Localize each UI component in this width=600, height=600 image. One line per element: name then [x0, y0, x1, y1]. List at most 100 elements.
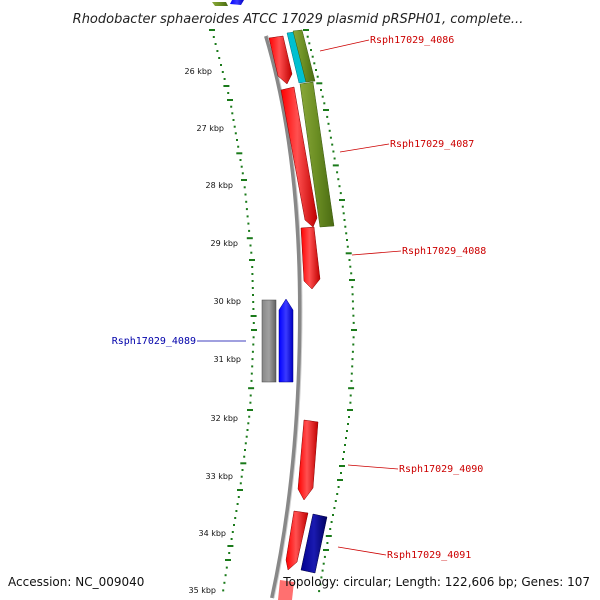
- outer-dot: [319, 583, 322, 586]
- outer-dot: [346, 245, 349, 248]
- outer-dot: [348, 387, 355, 390]
- olive-feature-top: [212, 2, 228, 6]
- navy-feature: [300, 513, 328, 574]
- inner-dot: [223, 85, 230, 87]
- outer-dot: [349, 265, 352, 268]
- outer-dot: [321, 569, 324, 572]
- outer-dot: [311, 55, 314, 58]
- outer-dot: [344, 225, 347, 228]
- inner-dot: [244, 449, 246, 451]
- tick-label: 34 kbp: [198, 529, 226, 538]
- inner-dot: [241, 179, 247, 181]
- outer-dot: [345, 232, 348, 235]
- red-gene-5: [285, 510, 309, 571]
- gene-label-4091[interactable]: Rsph17029_4091: [387, 550, 471, 561]
- inner-dot: [216, 50, 219, 52]
- inner-dot: [248, 415, 251, 418]
- inner-dot: [220, 64, 222, 66]
- outer-dot: [337, 479, 343, 481]
- outer-dot: [326, 542, 329, 544]
- outer-dot: [342, 212, 345, 215]
- inner-dot: [249, 259, 255, 261]
- outer-dot: [328, 129, 331, 132]
- inner-dot: [248, 229, 251, 232]
- blue-gene: [278, 298, 294, 383]
- tick-label: 35 kbp: [188, 586, 216, 595]
- outer-dot: [323, 102, 326, 105]
- outer-dot: [318, 590, 321, 593]
- leader-line: [319, 39, 370, 52]
- inner-dot: [223, 581, 226, 584]
- outer-dot: [352, 307, 355, 310]
- tick-label: 31 kbp: [213, 355, 241, 364]
- outer-dot: [352, 336, 355, 339]
- inner-dot: [236, 139, 238, 141]
- outer-dot: [321, 95, 324, 98]
- inner-dot: [252, 308, 255, 310]
- outer-dot: [315, 69, 317, 71]
- outer-dot: [333, 157, 336, 160]
- inner-dot: [251, 273, 254, 275]
- gene-label-4087[interactable]: Rsph17029_4087: [390, 139, 474, 150]
- outer-dot: [351, 300, 354, 303]
- red-gene-1: [268, 35, 293, 85]
- gene-label-4090[interactable]: Rsph17029_4090: [399, 464, 483, 475]
- inner-dot: [251, 287, 254, 289]
- outer-dot: [350, 379, 353, 382]
- inner-dot: [250, 251, 253, 254]
- inner-dot: [233, 524, 235, 526]
- inner-dot: [251, 350, 254, 353]
- outer-dot: [316, 75, 319, 78]
- leader-line: [347, 464, 399, 470]
- outer-dot: [348, 259, 351, 261]
- gray-feature: [261, 299, 277, 383]
- inner-dot: [225, 559, 231, 561]
- gene-label-4088[interactable]: Rsph17029_4088: [402, 246, 486, 257]
- inner-dot: [239, 159, 242, 161]
- inner-dot: [251, 266, 254, 268]
- inner-dot: [247, 409, 253, 411]
- dotted-rings: [209, 29, 357, 593]
- inner-dot: [236, 503, 239, 505]
- leader-line: [337, 546, 387, 556]
- inner-dot: [252, 294, 254, 296]
- gene-label-4086[interactable]: Rsph17029_4086: [370, 35, 454, 46]
- inner-dot: [214, 43, 217, 45]
- inner-dot: [250, 379, 253, 382]
- inner-dot: [252, 343, 255, 346]
- outer-dot: [313, 62, 316, 65]
- outer-dot: [332, 514, 334, 516]
- outer-dot: [338, 185, 341, 188]
- outer-dot: [351, 286, 354, 289]
- outer-dot: [320, 576, 323, 579]
- olive-feature-1: [292, 29, 316, 83]
- outer-dot: [323, 109, 329, 111]
- inner-dot: [252, 336, 255, 339]
- outer-dot: [346, 239, 348, 241]
- inner-dot: [209, 29, 215, 31]
- red-gene-2: [280, 86, 318, 228]
- red-gene-4: [297, 419, 319, 501]
- inner-dot: [247, 222, 250, 225]
- outer-dot: [347, 423, 349, 425]
- inner-dot: [225, 566, 228, 569]
- inner-dot: [228, 552, 231, 554]
- inner-dot: [250, 372, 253, 375]
- outer-dot: [329, 136, 332, 139]
- inner-dot: [223, 78, 226, 80]
- tick-label: 33 kbp: [205, 472, 233, 481]
- outer-dot: [345, 252, 352, 255]
- inner-dot: [236, 152, 243, 155]
- inner-dot: [232, 119, 235, 121]
- inner-dot: [246, 429, 249, 431]
- inner-dot: [245, 208, 248, 211]
- outer-dot: [349, 279, 355, 281]
- outer-dot: [350, 372, 353, 375]
- outer-dot: [349, 401, 352, 404]
- gene-label-4089[interactable]: Rsph17029_4089: [112, 336, 196, 347]
- map-title: Rhodobacter sphaeroides ATCC 17029 plasm…: [73, 12, 524, 27]
- outer-dot: [348, 416, 350, 418]
- inner-dot: [231, 112, 234, 115]
- inner-dot: [249, 401, 252, 404]
